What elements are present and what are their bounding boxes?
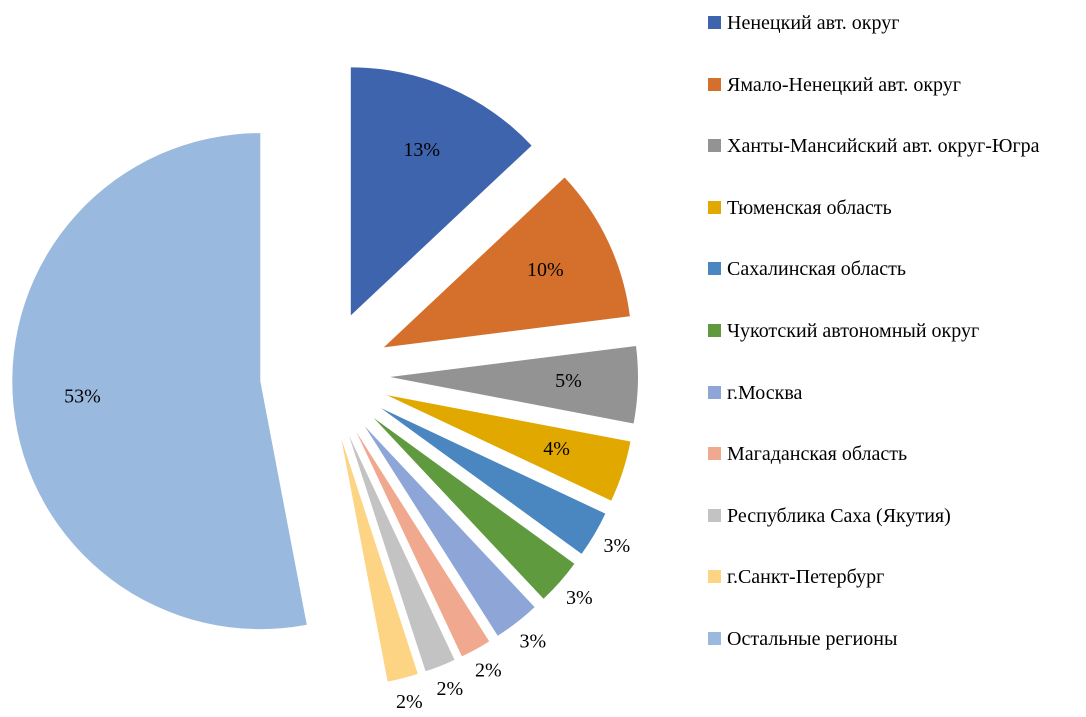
pie-slice — [380, 408, 606, 554]
legend-swatch — [708, 570, 721, 584]
legend-item: Ханты-Мансийский авт. округ-Югра — [708, 133, 1086, 195]
data-label: 3% — [566, 587, 593, 609]
legend-item: Ненецкий авт. округ — [708, 10, 1086, 72]
legend-swatch — [708, 385, 721, 399]
pie-slice — [341, 437, 418, 682]
pie-slice — [348, 435, 455, 672]
chart: 13% 10% 5% 4% 3% 3% 3% 2% 2% 2% 53% — [12, 67, 638, 713]
legend-item: Сахалинская область — [708, 256, 1086, 318]
legend-label: Республика Саха (Якутия) — [727, 504, 951, 527]
legend-item: Остальные регионы — [708, 626, 1086, 688]
legend-label: Чукотский автономный округ — [727, 319, 980, 342]
data-label: 10% — [527, 259, 564, 281]
legend-label: Ямало-Ненецкий авт. округ — [727, 73, 961, 96]
legend-swatch — [708, 200, 721, 214]
data-label: 3% — [603, 535, 630, 557]
data-label: 53% — [64, 386, 101, 408]
legend-label: г.Санкт-Петербург — [727, 566, 885, 589]
legend-label: Тюменская область — [727, 196, 892, 219]
pie-slice — [373, 417, 575, 599]
pie-slice — [389, 345, 638, 424]
legend-item: г.Санкт-Петербург — [708, 564, 1086, 626]
legend-label: Ненецкий авт. округ — [727, 12, 900, 34]
legend-item: Магаданская область — [708, 441, 1086, 503]
legend-label: Остальные регионы — [727, 627, 898, 650]
legend-item: Чукотский автономный округ — [708, 318, 1086, 380]
data-label: 2% — [475, 660, 502, 682]
pie-slice — [386, 395, 631, 501]
legend-item: Ямало-Ненецкий авт. округ — [708, 72, 1086, 134]
legend-label: Сахалинская область — [727, 258, 907, 281]
data-label: 13% — [403, 139, 440, 161]
pie-slice — [12, 133, 307, 630]
pie-slice — [350, 67, 532, 316]
legend-swatch — [708, 447, 721, 461]
legend-swatch — [708, 139, 721, 153]
pie-slice — [356, 431, 490, 657]
legend-swatch — [708, 508, 721, 522]
legend-item: Тюменская область — [708, 195, 1086, 257]
legend-label: г.Москва — [727, 381, 803, 404]
legend-item: Республика Саха (Якутия) — [708, 503, 1086, 565]
data-label: 2% — [396, 691, 423, 713]
legend-swatch — [708, 16, 721, 29]
data-label: 3% — [519, 630, 546, 652]
legend-swatch — [708, 77, 721, 91]
legend-swatch — [708, 262, 721, 276]
pie-slice — [364, 426, 535, 636]
data-label: 5% — [555, 370, 582, 392]
legend-label: Ханты-Мансийский авт. округ-Югра — [727, 135, 1040, 158]
legend-label: Магаданская область — [727, 443, 908, 466]
legend: Ненецкий авт. округ Ямало-Ненецкий авт. о… — [708, 10, 1086, 688]
legend-swatch — [708, 323, 721, 337]
data-label: 2% — [436, 678, 463, 700]
pie-slice — [383, 177, 630, 348]
legend-item: г.Москва — [708, 380, 1086, 442]
legend-swatch — [708, 631, 721, 645]
data-label: 4% — [543, 438, 570, 460]
